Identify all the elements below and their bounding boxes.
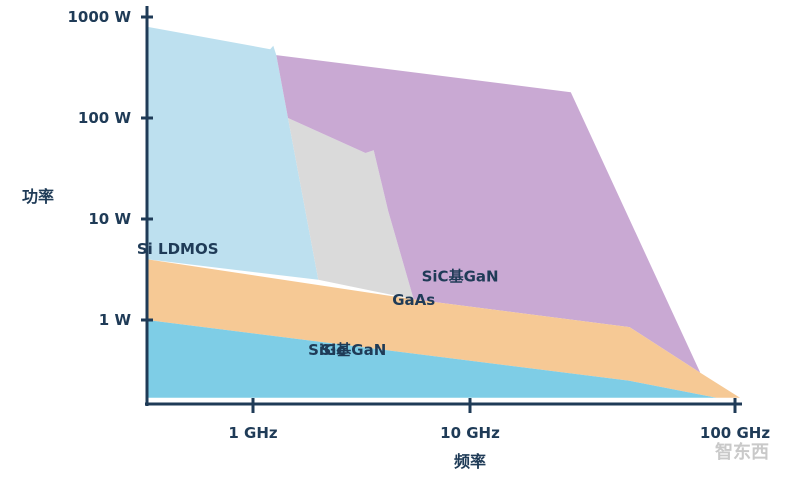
x-tick-label: 100 GHz [700, 424, 770, 442]
region-label: SiGe [308, 341, 346, 359]
region-sic-gan [276, 55, 701, 373]
y-tick-label: 10 W [88, 210, 131, 228]
region-si-ldmos [147, 26, 319, 280]
y-axis-title: 功率 [22, 187, 54, 206]
x-ticks: 1 GHz 10 GHz 100 GHz [228, 398, 770, 442]
region-labels: Si LDMOS Si基GaN SiC基GaN GaAs SiGe [137, 240, 499, 359]
x-tick-label: 1 GHz [228, 424, 278, 442]
chart-regions [147, 26, 740, 398]
x-axis-title: 频率 [454, 452, 486, 471]
region-sige [147, 320, 717, 398]
region-label: SiC基GaN [422, 268, 499, 286]
region-label: GaAs [392, 291, 435, 309]
y-ticks: 1 W 10 W 100 W 1000 W [67, 8, 153, 329]
region-si-gan [288, 118, 414, 300]
region-label: Si LDMOS [137, 240, 219, 258]
region-gaas [147, 259, 740, 398]
y-tick-label: 100 W [78, 109, 132, 127]
y-tick-label: 1 W [99, 311, 132, 329]
x-tick-label: 10 GHz [440, 424, 500, 442]
region-label: Si基GaN [320, 341, 386, 359]
chart-axes [145, 6, 742, 406]
watermark: 智东西 [715, 441, 769, 463]
y-tick-label: 1000 W [67, 8, 131, 26]
